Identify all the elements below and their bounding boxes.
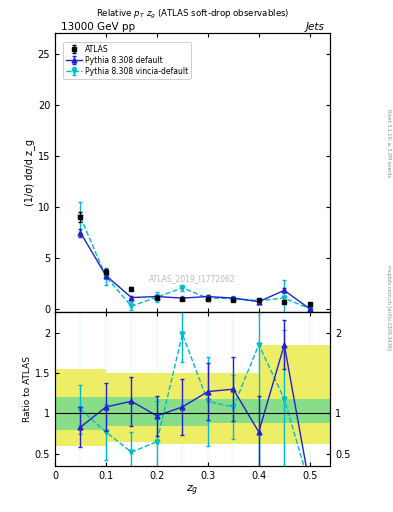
Legend: ATLAS, Pythia 8.308 default, Pythia 8.308 vincia-default: ATLAS, Pythia 8.308 default, Pythia 8.30… <box>63 41 191 78</box>
Text: Jets: Jets <box>306 22 325 32</box>
Y-axis label: Ratio to ATLAS: Ratio to ATLAS <box>23 356 32 422</box>
Y-axis label: (1/σ) dσ/d z_g: (1/σ) dσ/d z_g <box>24 139 35 206</box>
Text: mcplots.cern.ch [arXiv:1306.3436]: mcplots.cern.ch [arXiv:1306.3436] <box>386 265 391 350</box>
Text: Rivet 3.1.10, ≥ 3.2M events: Rivet 3.1.10, ≥ 3.2M events <box>386 109 391 178</box>
X-axis label: $z_g$: $z_g$ <box>186 483 199 498</box>
Text: Relative $p_T$ $z_g$ (ATLAS soft-drop observables): Relative $p_T$ $z_g$ (ATLAS soft-drop ob… <box>96 8 289 20</box>
Text: 13000 GeV pp: 13000 GeV pp <box>61 22 135 32</box>
Text: ATLAS_2019_I1772062: ATLAS_2019_I1772062 <box>149 274 236 284</box>
